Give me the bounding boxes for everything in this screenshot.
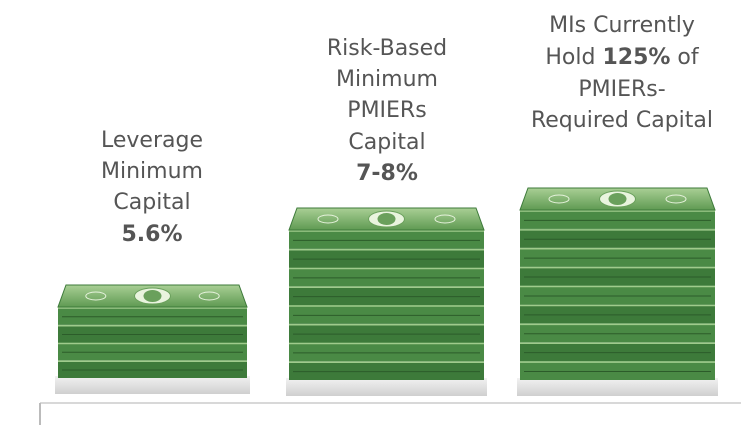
label-value: 5.6% (121, 222, 182, 247)
bill-coin (143, 290, 162, 302)
pedestal (286, 378, 487, 396)
label-text: of (677, 45, 699, 70)
bill-layer (520, 304, 715, 324)
label-line: Minimum (336, 67, 438, 92)
bill-layer (289, 248, 484, 268)
bill-coin (377, 213, 396, 225)
bill-layer (58, 360, 247, 378)
bill-oval (434, 214, 456, 224)
bill-layer (289, 286, 484, 305)
bill-layer (520, 361, 715, 380)
bill-oval (317, 214, 339, 224)
bill-layer (520, 342, 715, 362)
label-line: Required Capital (531, 108, 713, 133)
label-line: Leverage (101, 128, 203, 153)
bill-layer (58, 342, 247, 361)
bill-layer (520, 247, 715, 267)
bill-layer (289, 361, 484, 380)
bill-layer (58, 307, 247, 325)
bill-layer (520, 210, 715, 229)
bill-layer (289, 342, 484, 362)
bill-oval (85, 291, 107, 301)
label-line: Hold 125% of (545, 45, 700, 70)
bill-oval (665, 194, 687, 204)
label-line: MIs Currently (549, 13, 695, 38)
label-line: PMIERs- (578, 77, 665, 102)
pedestal (55, 376, 250, 394)
bill-layer (289, 305, 484, 324)
label-text: Hold (545, 45, 595, 70)
bill-layer (520, 285, 715, 305)
bill-oval (548, 194, 570, 204)
label-line: Capital (113, 190, 190, 215)
label-line: Risk-Based (327, 36, 447, 61)
label-value: 125% (602, 45, 670, 70)
bill-layer (289, 323, 484, 343)
bill-layer (289, 267, 484, 287)
label-line: Capital (348, 130, 425, 155)
label-value: 7-8% (356, 161, 418, 186)
label-line: PMIERs (347, 98, 426, 123)
bill-layer (58, 324, 247, 343)
bill-layer (289, 230, 484, 249)
bill-layer (520, 323, 715, 343)
label-line: Minimum (101, 159, 203, 184)
bill-oval (198, 291, 220, 301)
bill-layer (520, 228, 715, 248)
bill-layer (520, 266, 715, 286)
bill-coin (608, 193, 627, 205)
money-stacks (55, 187, 718, 396)
pedestal (517, 378, 718, 396)
